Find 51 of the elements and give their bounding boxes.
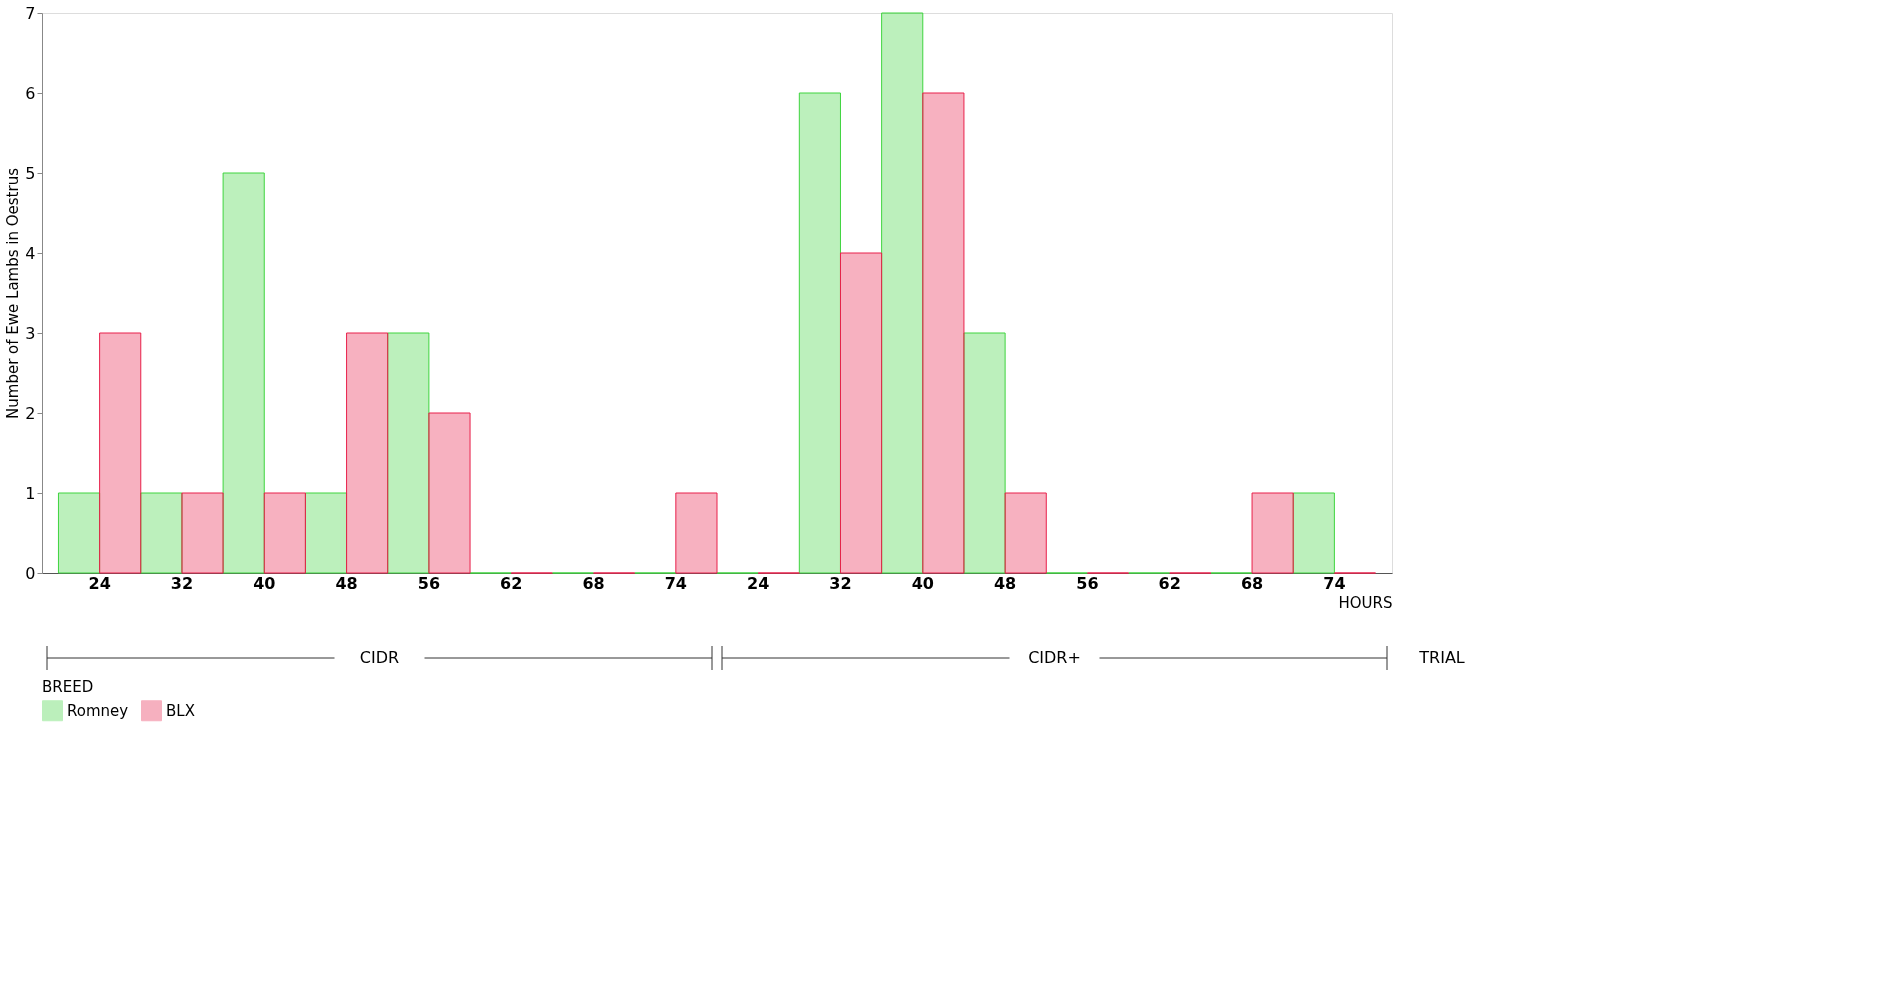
x-tick-label: 62	[500, 573, 523, 593]
x-tick-label: 74	[664, 573, 687, 593]
x-tick-label: 74	[1323, 573, 1346, 593]
bar	[798, 92, 841, 574]
bar	[839, 252, 883, 574]
bar	[263, 492, 306, 574]
y-tick-label: 2	[25, 403, 36, 423]
y-tick-label: 7	[25, 3, 36, 23]
x-tick-label: 40	[911, 573, 934, 593]
bar	[57, 492, 101, 574]
bar	[304, 492, 348, 574]
x-tick-label: 56	[1076, 573, 1099, 593]
legend-title: BREED	[42, 678, 94, 696]
bar	[1292, 492, 1335, 574]
x-tick-label: 24	[747, 573, 770, 593]
x-tick-label: 24	[88, 573, 111, 593]
legend-label: BLX	[166, 701, 195, 720]
x-tick-label: 32	[829, 573, 852, 593]
y-axis-title: Number of Ewe Lambs in Oestrus	[4, 167, 23, 419]
y-tick-label: 1	[25, 483, 36, 503]
y-tick-label: 4	[25, 243, 36, 263]
x-tick-label: 68	[582, 573, 605, 593]
text: TRIAL	[1418, 648, 1465, 667]
x-tick-label: 62	[1158, 573, 1181, 593]
x-tick-label: 32	[170, 573, 194, 593]
x-axis-title: HOURS	[1338, 593, 1393, 612]
y-tick-label: 0	[25, 563, 36, 583]
bar	[428, 412, 471, 574]
x-tick-label: 48	[335, 573, 358, 593]
bar	[1251, 492, 1294, 574]
bar	[99, 332, 142, 574]
y-tick-label: 6	[25, 83, 36, 103]
text: CIDR	[359, 648, 400, 667]
y-tick-label: 3	[25, 323, 36, 343]
bar	[922, 92, 965, 574]
x-tick-label: 68	[1240, 573, 1264, 593]
bar	[181, 492, 224, 574]
bar	[881, 12, 924, 574]
bar	[963, 332, 1006, 574]
x-tick-label: 48	[993, 573, 1017, 593]
bar	[346, 332, 389, 574]
y-tick-label: 5	[25, 163, 36, 183]
bar	[387, 332, 430, 574]
x-tick-label: 56	[417, 573, 441, 593]
bar	[140, 492, 183, 574]
bar	[222, 172, 265, 574]
legend-label: Romney	[67, 701, 129, 720]
bar	[675, 492, 718, 574]
bar	[1004, 492, 1047, 574]
x-tick-label: 40	[253, 573, 276, 593]
text: CIDR+	[1028, 648, 1081, 667]
